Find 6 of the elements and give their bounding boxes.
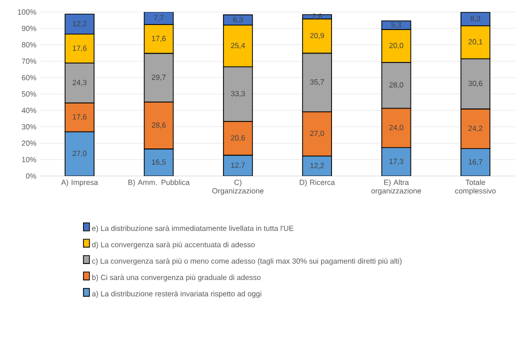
bar [144, 148, 174, 176]
bar [144, 12, 174, 25]
bar [64, 131, 94, 176]
bar [223, 154, 253, 176]
bar [460, 148, 490, 176]
bar [381, 147, 412, 176]
